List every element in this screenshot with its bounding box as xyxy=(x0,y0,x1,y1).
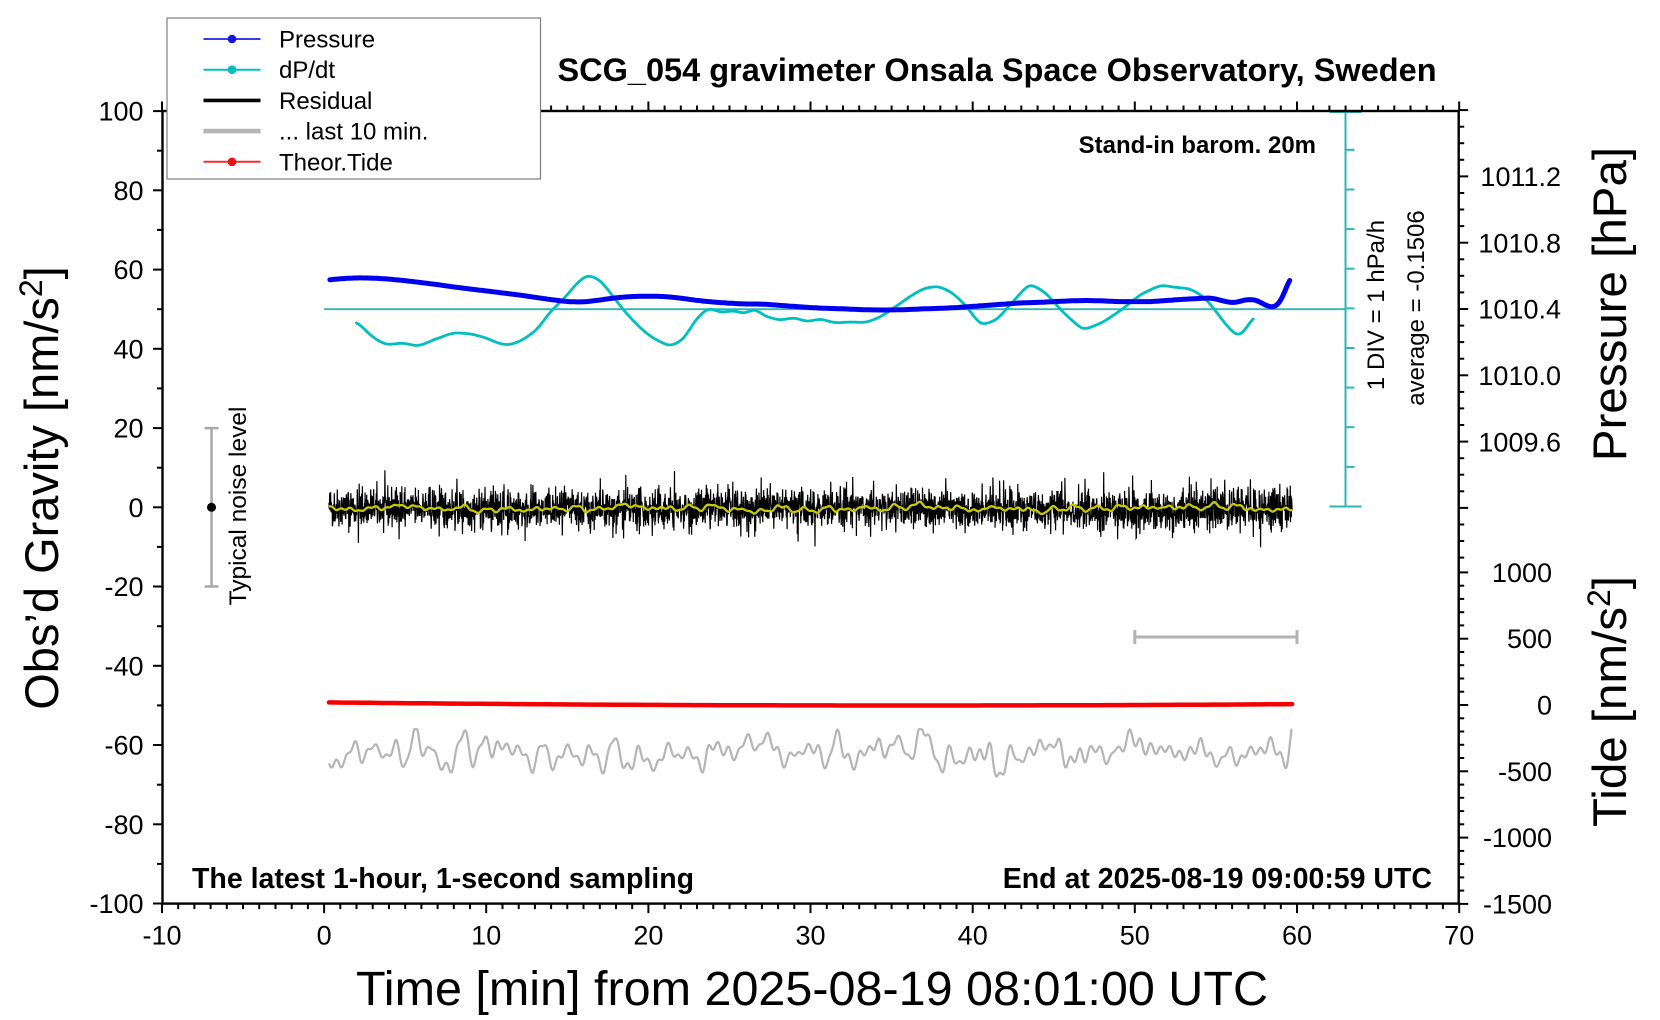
svg-text:... last 10 min.: ... last 10 min. xyxy=(279,119,428,146)
svg-text:1010.0: 1010.0 xyxy=(1478,361,1561,391)
svg-text:1009.6: 1009.6 xyxy=(1478,427,1561,457)
svg-text:40: 40 xyxy=(113,334,143,364)
svg-text:70: 70 xyxy=(1444,921,1474,951)
svg-text:0: 0 xyxy=(128,493,143,523)
svg-text:Theor.Tide: Theor.Tide xyxy=(279,149,393,176)
svg-text:30: 30 xyxy=(795,921,825,951)
svg-text:20: 20 xyxy=(113,414,143,444)
svg-text:-100: -100 xyxy=(89,889,143,919)
svg-text:20: 20 xyxy=(633,921,663,951)
svg-text:0: 0 xyxy=(1537,691,1552,721)
svg-text:Obs’d Gravity [nm/s2]: Obs’d Gravity [nm/s2] xyxy=(13,266,68,710)
svg-text:60: 60 xyxy=(1282,921,1312,951)
svg-text:average = -0.1506: average = -0.1506 xyxy=(1403,210,1430,405)
svg-text:Stand-in barom. 20m: Stand-in barom. 20m xyxy=(1079,132,1316,159)
svg-text:Time [min] from 2025-08-19 08:: Time [min] from 2025-08-19 08:01:00 UTC xyxy=(356,962,1268,1016)
svg-text:dP/dt: dP/dt xyxy=(279,57,335,84)
svg-text:40: 40 xyxy=(958,921,988,951)
svg-text:1000: 1000 xyxy=(1492,558,1552,588)
svg-text:50: 50 xyxy=(1120,921,1150,951)
svg-text:Typical noise level: Typical noise level xyxy=(225,407,252,606)
svg-text:Tide [nm/s2]: Tide [nm/s2] xyxy=(1581,576,1637,827)
svg-text:60: 60 xyxy=(113,255,143,285)
svg-text:1011.2: 1011.2 xyxy=(1480,162,1561,192)
svg-text:100: 100 xyxy=(98,97,143,127)
svg-text:1010.4: 1010.4 xyxy=(1478,295,1561,325)
svg-text:0: 0 xyxy=(317,921,332,951)
svg-text:-1500: -1500 xyxy=(1483,889,1552,919)
svg-text:The latest 1-hour, 1-second sa: The latest 1-hour, 1-second sampling xyxy=(192,863,694,895)
svg-text:80: 80 xyxy=(113,176,143,206)
svg-text:Pressure [hPa]: Pressure [hPa] xyxy=(1584,147,1637,461)
svg-text:Residual: Residual xyxy=(279,88,372,115)
svg-text:1010.8: 1010.8 xyxy=(1478,228,1561,258)
svg-text:1 DIV = 1 hPa/h: 1 DIV = 1 hPa/h xyxy=(1363,220,1390,390)
svg-text:-40: -40 xyxy=(104,651,143,681)
svg-text:-60: -60 xyxy=(104,731,143,761)
svg-text:End at 2025-08-19 09:00:59 UTC: End at 2025-08-19 09:00:59 UTC xyxy=(1003,863,1432,895)
svg-text:-1000: -1000 xyxy=(1483,823,1552,853)
svg-text:-10: -10 xyxy=(142,921,181,951)
svg-text:-500: -500 xyxy=(1498,757,1552,787)
svg-text:SCG_054 gravimeter Onsala Spac: SCG_054 gravimeter Onsala Space Observat… xyxy=(557,52,1436,88)
svg-text:-80: -80 xyxy=(104,810,143,840)
svg-text:500: 500 xyxy=(1507,624,1552,654)
svg-text:-20: -20 xyxy=(104,572,143,602)
svg-text:10: 10 xyxy=(471,921,501,951)
svg-text:Pressure: Pressure xyxy=(279,27,375,54)
